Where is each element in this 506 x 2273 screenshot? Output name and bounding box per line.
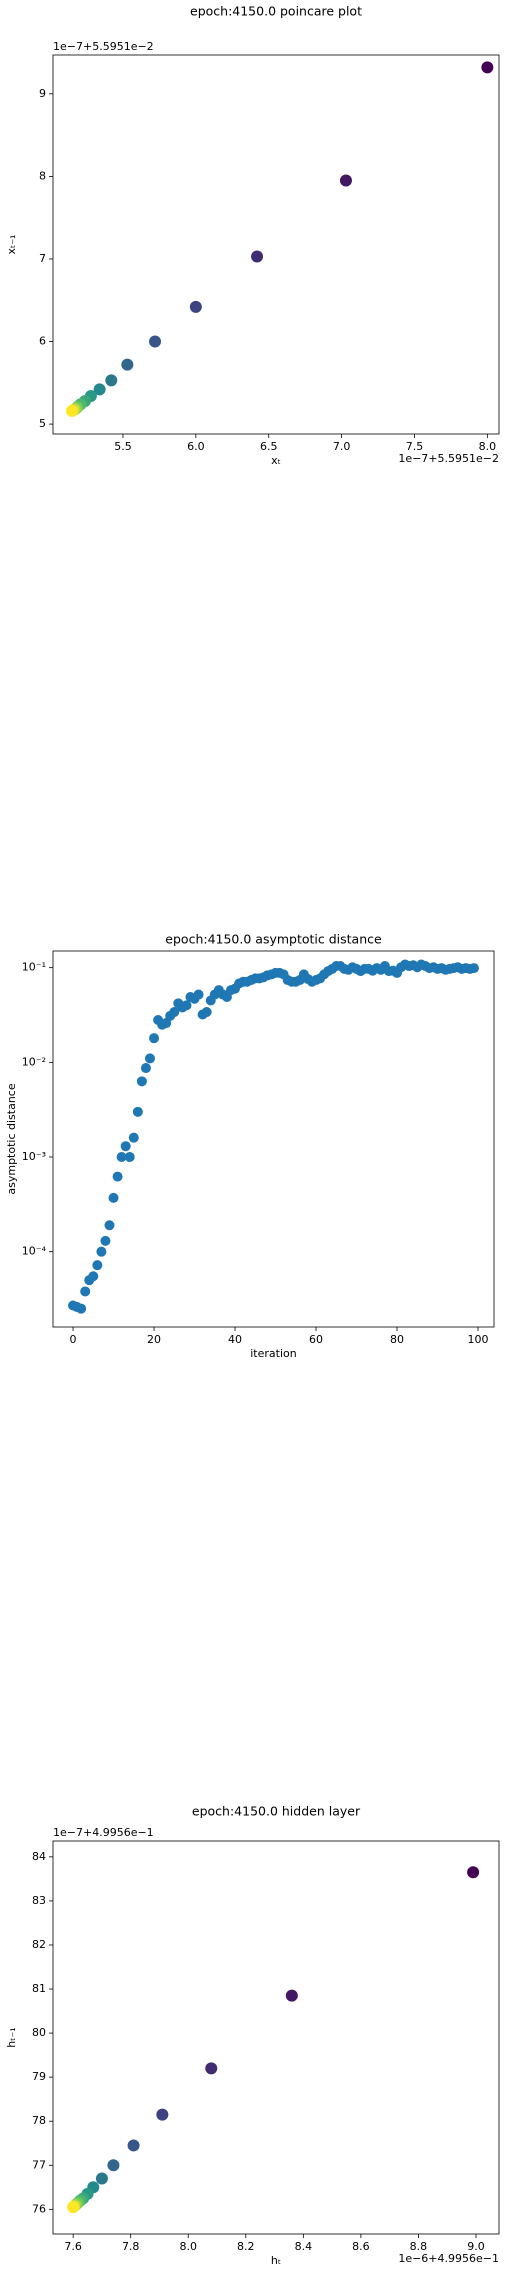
point (92, 1260, 103, 1271)
y-tick-label: 8 (39, 169, 46, 182)
point (104, 1220, 115, 1231)
y-tick-label: 6 (39, 335, 46, 348)
point (189, 300, 202, 313)
point (467, 1866, 480, 1879)
point (96, 1246, 107, 1257)
point (156, 2108, 169, 2121)
x-tick-label: 8.4 (295, 2240, 313, 2253)
x-tick-label: 40 (228, 1333, 242, 1346)
x-tick-label: 7.5 (406, 440, 424, 453)
y-axis-label: hₜ₋₁ (5, 2027, 18, 2047)
point (201, 1007, 212, 1018)
x-tick-label: 8.0 (179, 2240, 197, 2253)
y-tick-label: 77 (32, 2158, 46, 2171)
x-tick-label: 8.2 (237, 2240, 255, 2253)
y-tick-label: 82 (32, 1938, 46, 1951)
point (105, 374, 118, 387)
axes-frame (52, 950, 495, 1328)
point (468, 963, 479, 974)
y-tick-label: 5 (39, 417, 46, 430)
axes-frame (52, 1840, 500, 2235)
y-tick-label: 10⁻³ (22, 1150, 46, 1163)
point (149, 335, 162, 348)
point (107, 2159, 120, 2172)
y-axis-label: asymptotic distance (5, 1083, 18, 1194)
point (93, 383, 106, 396)
point (481, 61, 494, 74)
x-axis-label: iteration (250, 1347, 296, 1360)
y-tick-label: 81 (32, 1982, 46, 1995)
point (112, 1171, 123, 1182)
point (181, 1000, 192, 1011)
x-axis-label: hₜ (271, 2254, 281, 2267)
x-offset-label: 1e−6+4.9956e−1 (398, 2252, 499, 2265)
point (124, 1151, 135, 1162)
y-tick-label: 76 (32, 2202, 46, 2215)
x-tick-label: 7.0 (333, 440, 351, 453)
point (121, 358, 134, 371)
chart-title: epoch:4150.0 asymptotic distance (165, 932, 382, 947)
point (116, 1151, 127, 1162)
point (65, 404, 78, 417)
y-tick-label: 83 (32, 1894, 46, 1907)
point (88, 1271, 99, 1282)
point (76, 1303, 87, 1314)
y-axis-label: xₜ₋₁ (5, 235, 18, 255)
point (80, 1286, 91, 1297)
x-tick-label: 60 (309, 1333, 323, 1346)
point (193, 989, 204, 1000)
x-tick-label: 6.0 (187, 440, 205, 453)
point (100, 1235, 111, 1246)
chart-title: epoch:4150.0 poincare plot (190, 4, 362, 19)
point (67, 2201, 80, 2214)
y-tick-label: 7 (39, 252, 46, 265)
y-tick-label: 10⁻⁴ (22, 1245, 47, 1258)
x-tick-label: 80 (390, 1333, 404, 1346)
y-tick-label: 10⁻¹ (22, 961, 46, 974)
y-tick-label: 78 (32, 2114, 46, 2127)
x-tick-label: 7.6 (64, 2240, 82, 2253)
x-tick-label: 20 (147, 1333, 161, 1346)
x-tick-label: 5.5 (114, 440, 132, 453)
point (144, 1053, 155, 1064)
point (140, 1063, 151, 1074)
point (136, 1076, 147, 1087)
point (169, 1007, 180, 1018)
point (205, 2062, 218, 2075)
x-tick-label: 9.0 (467, 2240, 485, 2253)
x-axis-label: xₜ (271, 454, 281, 467)
y-tick-label: 9 (39, 87, 46, 100)
x-tick-label: 6.5 (260, 440, 278, 453)
point (108, 1192, 119, 1203)
chart-title: epoch:4150.0 hidden layer (192, 1804, 361, 1819)
x-tick-label: 8.0 (479, 440, 497, 453)
y-tick-label: 10⁻² (22, 1055, 46, 1068)
point (149, 1033, 160, 1044)
y-offset-label: 1e−7+4.9956e−1 (53, 1826, 154, 1839)
x-offset-label: 1e−7+5.5951e−2 (398, 452, 499, 465)
y-tick-label: 80 (32, 2026, 46, 2039)
point (285, 1989, 298, 2002)
x-tick-label: 8.8 (410, 2240, 428, 2253)
x-tick-label: 0 (70, 1333, 77, 1346)
point (128, 1132, 139, 1143)
y-tick-label: 79 (32, 2070, 46, 2083)
point (251, 250, 264, 263)
axes-frame (52, 54, 500, 435)
point (120, 1141, 131, 1152)
x-tick-label: 7.8 (122, 2240, 140, 2253)
x-tick-label: 100 (468, 1333, 489, 1346)
point (132, 1106, 143, 1117)
y-tick-label: 84 (32, 1850, 46, 1863)
point (339, 174, 352, 187)
point (127, 2139, 140, 2152)
x-tick-label: 8.6 (352, 2240, 370, 2253)
y-offset-label: 1e−7+5.5951e−2 (53, 40, 154, 53)
point (95, 2172, 108, 2185)
